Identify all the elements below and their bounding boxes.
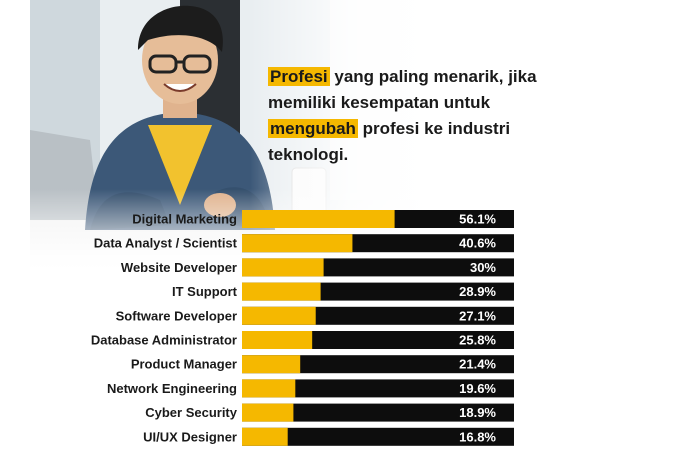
bar-track — [242, 379, 514, 398]
bar — [242, 306, 316, 325]
value-label: 28.9% — [459, 284, 496, 299]
headline-highlight-profesi: Profesi — [268, 67, 330, 86]
value-label: 16.8% — [459, 429, 496, 444]
bar-row: Software Developer 27.1% — [116, 306, 514, 325]
value-label: 18.9% — [459, 405, 496, 420]
category-label: Data Analyst / Scientist — [94, 236, 238, 251]
bar — [242, 403, 294, 422]
bar — [242, 379, 296, 398]
category-label: Product Manager — [131, 357, 237, 372]
value-label: 25.8% — [459, 333, 496, 348]
bar-row: Website Developer 30% — [121, 258, 514, 277]
category-label: UI/UX Designer — [143, 429, 237, 444]
value-label: 27.1% — [459, 308, 496, 323]
category-label: IT Support — [172, 284, 238, 299]
headline: Profesi yang paling menarik, jika memili… — [268, 64, 568, 168]
bar-row: Data Analyst / Scientist 40.6% — [94, 234, 514, 253]
headline-text-1: yang paling menarik, jika memiliki kesem… — [268, 67, 537, 112]
bar — [242, 234, 353, 253]
bar-row: IT Support 28.9% — [172, 282, 514, 301]
headline-highlight-mengubah: mengubah — [268, 119, 358, 138]
bar-track — [242, 403, 514, 422]
bar — [242, 210, 395, 228]
bar-row: Digital Marketing 56.1% — [132, 210, 514, 228]
category-label: Network Engineering — [107, 381, 237, 396]
bar — [242, 331, 313, 349]
value-label: 30% — [470, 260, 496, 275]
category-label: Website Developer — [121, 260, 237, 275]
bar-row: Database Administrator 25.8% — [91, 331, 514, 349]
bar — [242, 282, 321, 301]
bar-row: Product Manager 21.4% — [131, 355, 514, 374]
value-label: 56.1% — [459, 212, 496, 227]
category-label: Cyber Security — [145, 405, 238, 420]
bar-track — [242, 355, 514, 374]
bar-row: Network Engineering 19.6% — [107, 379, 514, 398]
hero-photo — [30, 0, 430, 270]
bar — [242, 427, 288, 446]
value-label: 19.6% — [459, 381, 496, 396]
category-label: Software Developer — [116, 308, 237, 323]
value-label: 40.6% — [459, 236, 496, 251]
bar — [242, 355, 301, 374]
bar-track — [242, 427, 514, 446]
bar-row: UI/UX Designer 16.8% — [143, 427, 514, 446]
value-label: 21.4% — [459, 357, 496, 372]
bar — [242, 258, 324, 277]
headline-text-2: profesi ke industri teknologi. — [268, 119, 511, 164]
category-label: Database Administrator — [91, 333, 237, 348]
bar-row: Cyber Security 18.9% — [145, 403, 514, 422]
category-label: Digital Marketing — [132, 212, 237, 227]
